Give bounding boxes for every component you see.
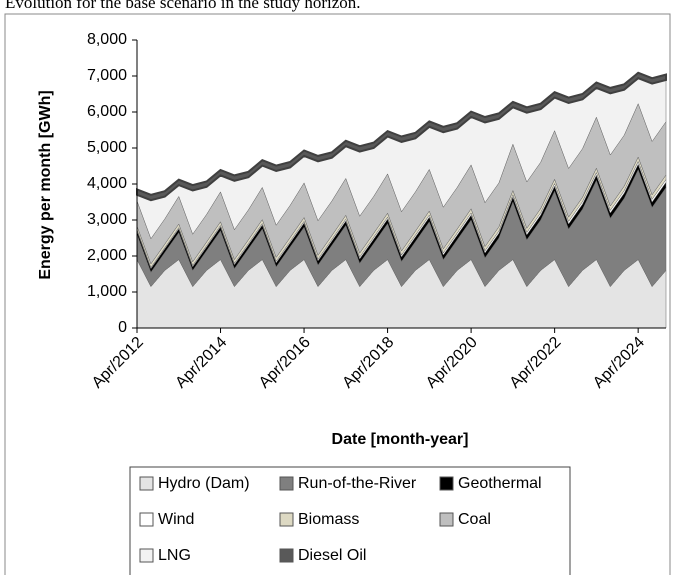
legend-label: Wind bbox=[158, 511, 194, 528]
legend-swatch bbox=[279, 548, 294, 563]
legend-swatch bbox=[139, 548, 154, 563]
legend-swatch bbox=[139, 476, 154, 491]
y-tick-label: 2,000 bbox=[87, 247, 127, 264]
y-tick-label: 3,000 bbox=[87, 211, 127, 228]
y-tick-label: 0 bbox=[118, 319, 127, 336]
x-tick-label: Apr/2012 bbox=[89, 334, 147, 392]
y-tick-label: 4,000 bbox=[87, 175, 127, 192]
x-tick-label: Apr/2016 bbox=[256, 334, 314, 392]
x-axis-title: Date [month-year] bbox=[332, 431, 469, 448]
legend-swatch bbox=[439, 512, 454, 527]
x-tick-label: Apr/2022 bbox=[507, 334, 565, 392]
legend-label: Hydro (Dam) bbox=[158, 475, 250, 492]
chart-frame bbox=[4, 13, 671, 575]
legend-label: Biomass bbox=[298, 511, 359, 528]
x-tick-label: Apr/2014 bbox=[172, 334, 230, 392]
legend-swatch bbox=[279, 476, 294, 491]
area bbox=[136, 71, 667, 202]
legend-label: Diesel Oil bbox=[298, 547, 366, 564]
legend-label: Coal bbox=[458, 511, 491, 528]
legend-box bbox=[129, 466, 571, 575]
legend-label: Run-of-the-River bbox=[298, 475, 417, 492]
x-tick-label: Apr/2018 bbox=[339, 334, 397, 392]
y-tick-label: 7,000 bbox=[87, 67, 127, 84]
legend-label: Geothermal bbox=[458, 475, 542, 492]
y-tick-label: 8,000 bbox=[87, 31, 127, 48]
legend-swatch bbox=[279, 512, 294, 527]
legend-swatch bbox=[439, 476, 454, 491]
y-tick-label: 5,000 bbox=[87, 139, 127, 156]
y-tick-label: 1,000 bbox=[87, 283, 127, 300]
caption: Evolution for the base scenario in the s… bbox=[5, 0, 361, 12]
y-axis-title: Energy per month [GWh] bbox=[37, 90, 54, 279]
legend-swatch bbox=[139, 512, 154, 527]
x-tick-label: Apr/2024 bbox=[590, 334, 648, 392]
x-tick-label: Apr/2020 bbox=[423, 334, 481, 392]
y-tick-label: 6,000 bbox=[87, 103, 127, 120]
legend-label: LNG bbox=[158, 547, 191, 564]
